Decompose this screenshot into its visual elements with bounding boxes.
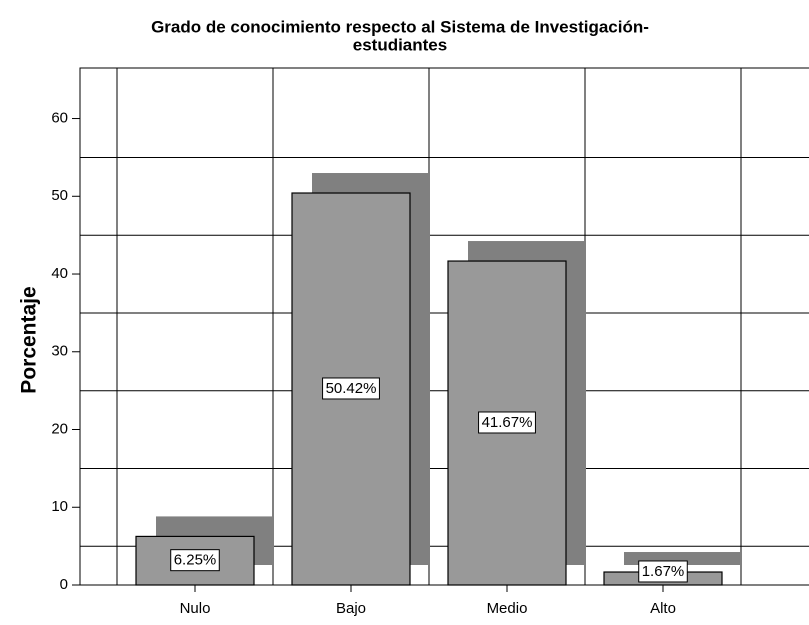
y-tick-label: 30 xyxy=(51,343,68,360)
data-label: 1.67% xyxy=(642,563,685,580)
y-tick-label: 10 xyxy=(51,498,68,515)
data-label-box xyxy=(638,560,688,583)
y-axis-label: Porcentaje xyxy=(18,286,41,393)
y-tick-label: 0 xyxy=(60,576,68,593)
marks: 6.25% 50.42% 41.67% 1.67% xyxy=(135,173,742,586)
data-label-box xyxy=(322,377,380,400)
data-label: 41.67% xyxy=(482,414,533,431)
y-tick-label: 60 xyxy=(51,110,68,127)
data-label-box xyxy=(478,411,536,434)
y-tick-label: 50 xyxy=(51,187,68,204)
data-label-box xyxy=(170,549,220,572)
chart-title: Grado de conocimiento respecto al Sistem… xyxy=(151,17,649,36)
x-tick-label: Bajo xyxy=(336,600,366,617)
data-label: 6.25% xyxy=(174,552,217,569)
x-tick-label: Medio xyxy=(487,600,528,617)
data-label: 50.42% xyxy=(326,380,377,397)
x-tick-label: Nulo xyxy=(180,600,211,617)
y-tick-label: 40 xyxy=(51,265,68,282)
y-tick-label: 20 xyxy=(51,420,68,437)
x-tick-label: Alto xyxy=(650,600,676,617)
chart-title: estudiantes xyxy=(353,35,447,54)
